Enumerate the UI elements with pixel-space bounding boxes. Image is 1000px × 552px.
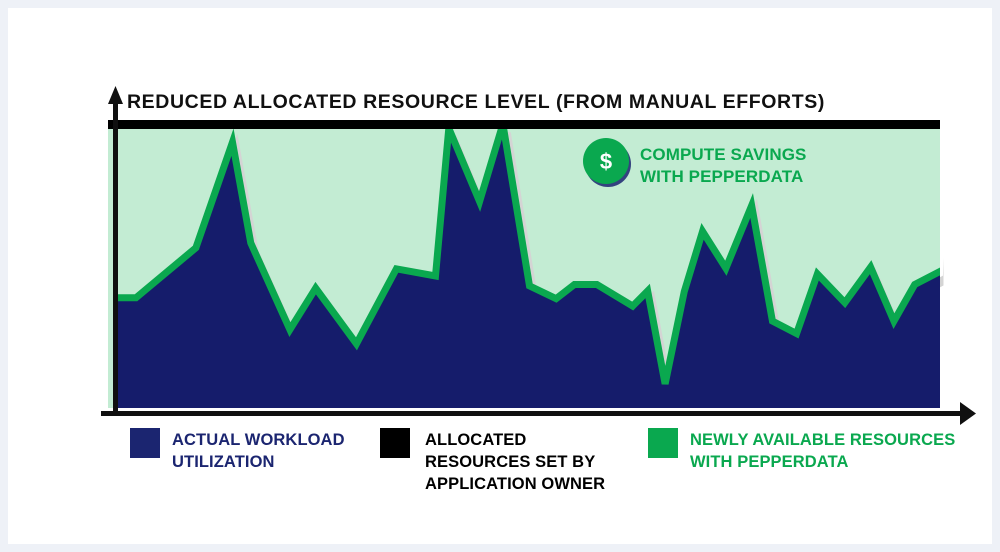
legend-label-newly-available-line-2: WITH PEPPERDATA bbox=[690, 453, 849, 471]
actual-workload-utilization-line bbox=[116, 122, 940, 385]
resource-utilization-area-chart: REDUCED ALLOCATED RESOURCE LEVEL (FROM M… bbox=[101, 86, 976, 493]
legend-label-allocated-line-1: ALLOCATED bbox=[425, 431, 526, 449]
legend-item-newly-available-resources: NEWLY AVAILABLE RESOURCES WITH PEPPERDAT… bbox=[648, 428, 955, 471]
chart-title: REDUCED ALLOCATED RESOURCE LEVEL (FROM M… bbox=[127, 91, 825, 113]
callout-line-1: COMPUTE SAVINGS bbox=[640, 145, 806, 164]
dollar-sign-glyph: $ bbox=[600, 149, 612, 174]
legend-swatch-newly-available bbox=[648, 428, 678, 458]
legend-label-newly-available-line-1: NEWLY AVAILABLE RESOURCES bbox=[690, 431, 955, 449]
chart-canvas: REDUCED ALLOCATED RESOURCE LEVEL (FROM M… bbox=[8, 8, 992, 544]
legend-label-actual-workload-line-1: ACTUAL WORKLOAD bbox=[172, 431, 345, 449]
chart-legend: ACTUAL WORKLOAD UTILIZATION ALLOCATED RE… bbox=[130, 428, 955, 493]
legend-label-allocated-line-2: RESOURCES SET BY bbox=[425, 453, 595, 471]
legend-label-actual-workload-line-2: UTILIZATION bbox=[172, 453, 275, 471]
allocated-resources-ceiling-line bbox=[108, 120, 940, 129]
legend-swatch-allocated-resources bbox=[380, 428, 410, 458]
chart-axes bbox=[101, 86, 976, 425]
legend-swatch-actual-workload bbox=[130, 428, 160, 458]
dollar-circle-icon bbox=[583, 138, 629, 184]
compute-savings-callout: $ COMPUTE SAVINGS WITH PEPPERDATA bbox=[583, 138, 806, 187]
actual-workload-utilization-area bbox=[116, 124, 940, 408]
legend-item-actual-workload-utilization: ACTUAL WORKLOAD UTILIZATION bbox=[130, 428, 345, 471]
callout-line-2: WITH PEPPERDATA bbox=[640, 167, 803, 186]
legend-item-allocated-resources: ALLOCATED RESOURCES SET BY APPLICATION O… bbox=[380, 428, 605, 493]
legend-label-allocated-line-3: APPLICATION OWNER bbox=[425, 475, 605, 493]
